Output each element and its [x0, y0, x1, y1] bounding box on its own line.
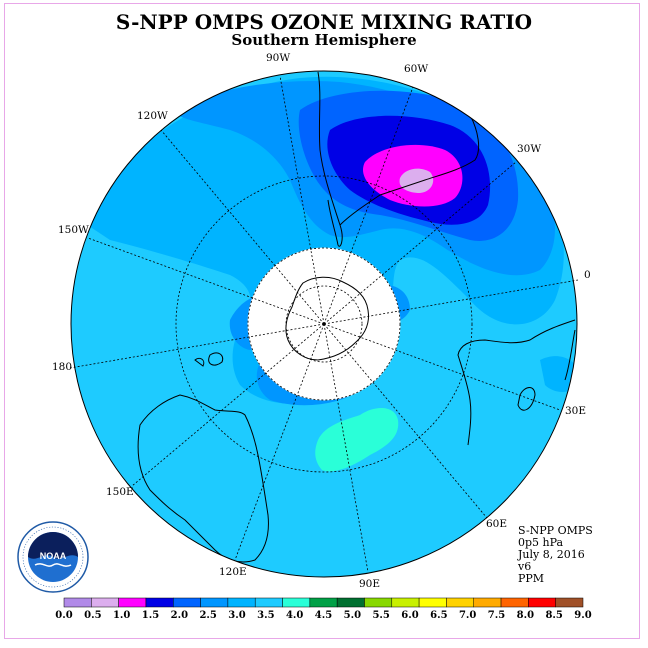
colorbar-tick-label: 6.5	[430, 610, 447, 621]
colorbar-tick-label: 4.5	[315, 610, 332, 621]
colorbar-tick-label: 7.0	[459, 610, 476, 621]
colorbar-swatch	[118, 597, 147, 608]
lon-label-30e: 30E	[565, 405, 587, 417]
meridian-90w	[279, 75, 325, 325]
colorbar-swatch	[63, 597, 92, 608]
africa-coast	[457, 319, 576, 446]
colorbar-tick-label: 5.5	[372, 610, 389, 621]
new-zealand-coast	[194, 352, 224, 367]
colorbar-tick-label: 7.5	[488, 610, 505, 621]
meridian-150w	[87, 237, 325, 325]
info-date: July 8, 2016	[518, 548, 585, 561]
colorbar-swatch	[309, 597, 338, 608]
info-block: S-NPP OMPS 0p5 hPa July 8, 2016 v6 PPM	[518, 525, 593, 585]
lon-label-120w: 120W	[137, 110, 168, 122]
colorbar-tick-label: 4.0	[286, 610, 303, 621]
australia-coast	[137, 394, 269, 563]
info-version: v6	[518, 560, 532, 573]
colorbar-swatch	[254, 597, 283, 608]
colorbar-tick-label: 8.0	[517, 610, 534, 621]
lon-label-150e: 150E	[106, 486, 134, 498]
colorbar-swatch	[391, 597, 420, 608]
lon-label-60w: 60W	[404, 63, 429, 75]
lat-circle-60	[285, 285, 363, 363]
colorbar-swatch	[200, 597, 229, 608]
madagascar-coast	[517, 387, 536, 411]
colorbar-swatch	[145, 597, 174, 608]
lat-circle-30	[247, 247, 401, 401]
colorbar-tick-label: 0.5	[84, 610, 101, 621]
page-frame	[4, 3, 640, 639]
colorbar-tick-label: 3.5	[257, 610, 274, 621]
meridian-150e	[131, 323, 325, 487]
colorbar-tick-label: 5.0	[344, 610, 361, 621]
lon-label-180: 180	[52, 361, 73, 373]
colorbar-tick-label: 2.5	[199, 610, 216, 621]
pole-point	[322, 322, 326, 326]
graticule	[69, 75, 579, 573]
meridian-30w	[323, 161, 517, 325]
map-border	[70, 70, 578, 578]
coastlines	[137, 71, 576, 577]
contour-3-5	[315, 408, 399, 472]
colorbar-swatch	[473, 597, 502, 608]
lon-label-30w: 30W	[517, 143, 542, 155]
colorbar-swatch	[336, 597, 365, 608]
colorbar-swatch	[173, 597, 201, 608]
antarctica-coastline	[285, 276, 369, 361]
lon-label-90e: 90E	[359, 578, 381, 590]
colorbar-swatch	[91, 597, 119, 608]
lon-label-60e: 60E	[486, 518, 508, 530]
colorbar: 0.0 0.5 1.0 1.5 2.0 2.5 3.0 3.5 4.0 4.5 5.0 5.5 6.0 6…	[55, 597, 592, 621]
contour-0-5	[399, 168, 434, 193]
lon-label-90w: 90W	[266, 52, 291, 64]
meridian-90e	[323, 323, 369, 573]
colorbar-tick-label: 1.5	[142, 610, 159, 621]
noaa-logo-icon: NOAA	[17, 521, 89, 593]
colorbar-swatch	[528, 597, 556, 608]
map-subtitle: Southern Hemisphere	[231, 31, 417, 49]
map-title: S-NPP OMPS OZONE MIXING RATIO	[115, 10, 533, 34]
meridian-30e	[323, 323, 561, 411]
colorbar-tick-label: 9.0	[574, 610, 591, 621]
colorbar-tick-label: 0.0	[55, 610, 72, 621]
info-instrument: S-NPP OMPS	[518, 524, 593, 537]
colorbar-swatch	[282, 597, 311, 608]
info-level: 0p5 hPa	[518, 536, 564, 549]
lon-label-0: 0	[584, 269, 591, 281]
lon-label-150w: 150W	[58, 224, 89, 236]
colorbar-tick-label: 8.5	[545, 610, 562, 621]
colorbar-swatch	[555, 597, 584, 608]
colorbar-swatch	[364, 597, 393, 608]
colorbar-swatch	[227, 597, 256, 608]
ozone-field	[71, 71, 577, 577]
meridian-0	[323, 279, 579, 325]
colorbar-swatch	[446, 597, 474, 608]
colorbar-tick-label: 1.0	[113, 610, 130, 621]
meridian-180	[69, 323, 325, 369]
colorbar-tick-label: 3.0	[228, 610, 245, 621]
info-units: PPM	[518, 572, 545, 585]
colorbar-tick-label: 2.0	[171, 610, 188, 621]
colorbar-tick-label: 6.0	[401, 610, 418, 621]
lat-circle-outer	[175, 175, 473, 473]
lon-label-120e: 120E	[219, 566, 247, 578]
colorbar-swatch	[500, 597, 529, 608]
colorbar-swatch	[418, 597, 447, 608]
logo-text: NOAA	[40, 551, 67, 561]
